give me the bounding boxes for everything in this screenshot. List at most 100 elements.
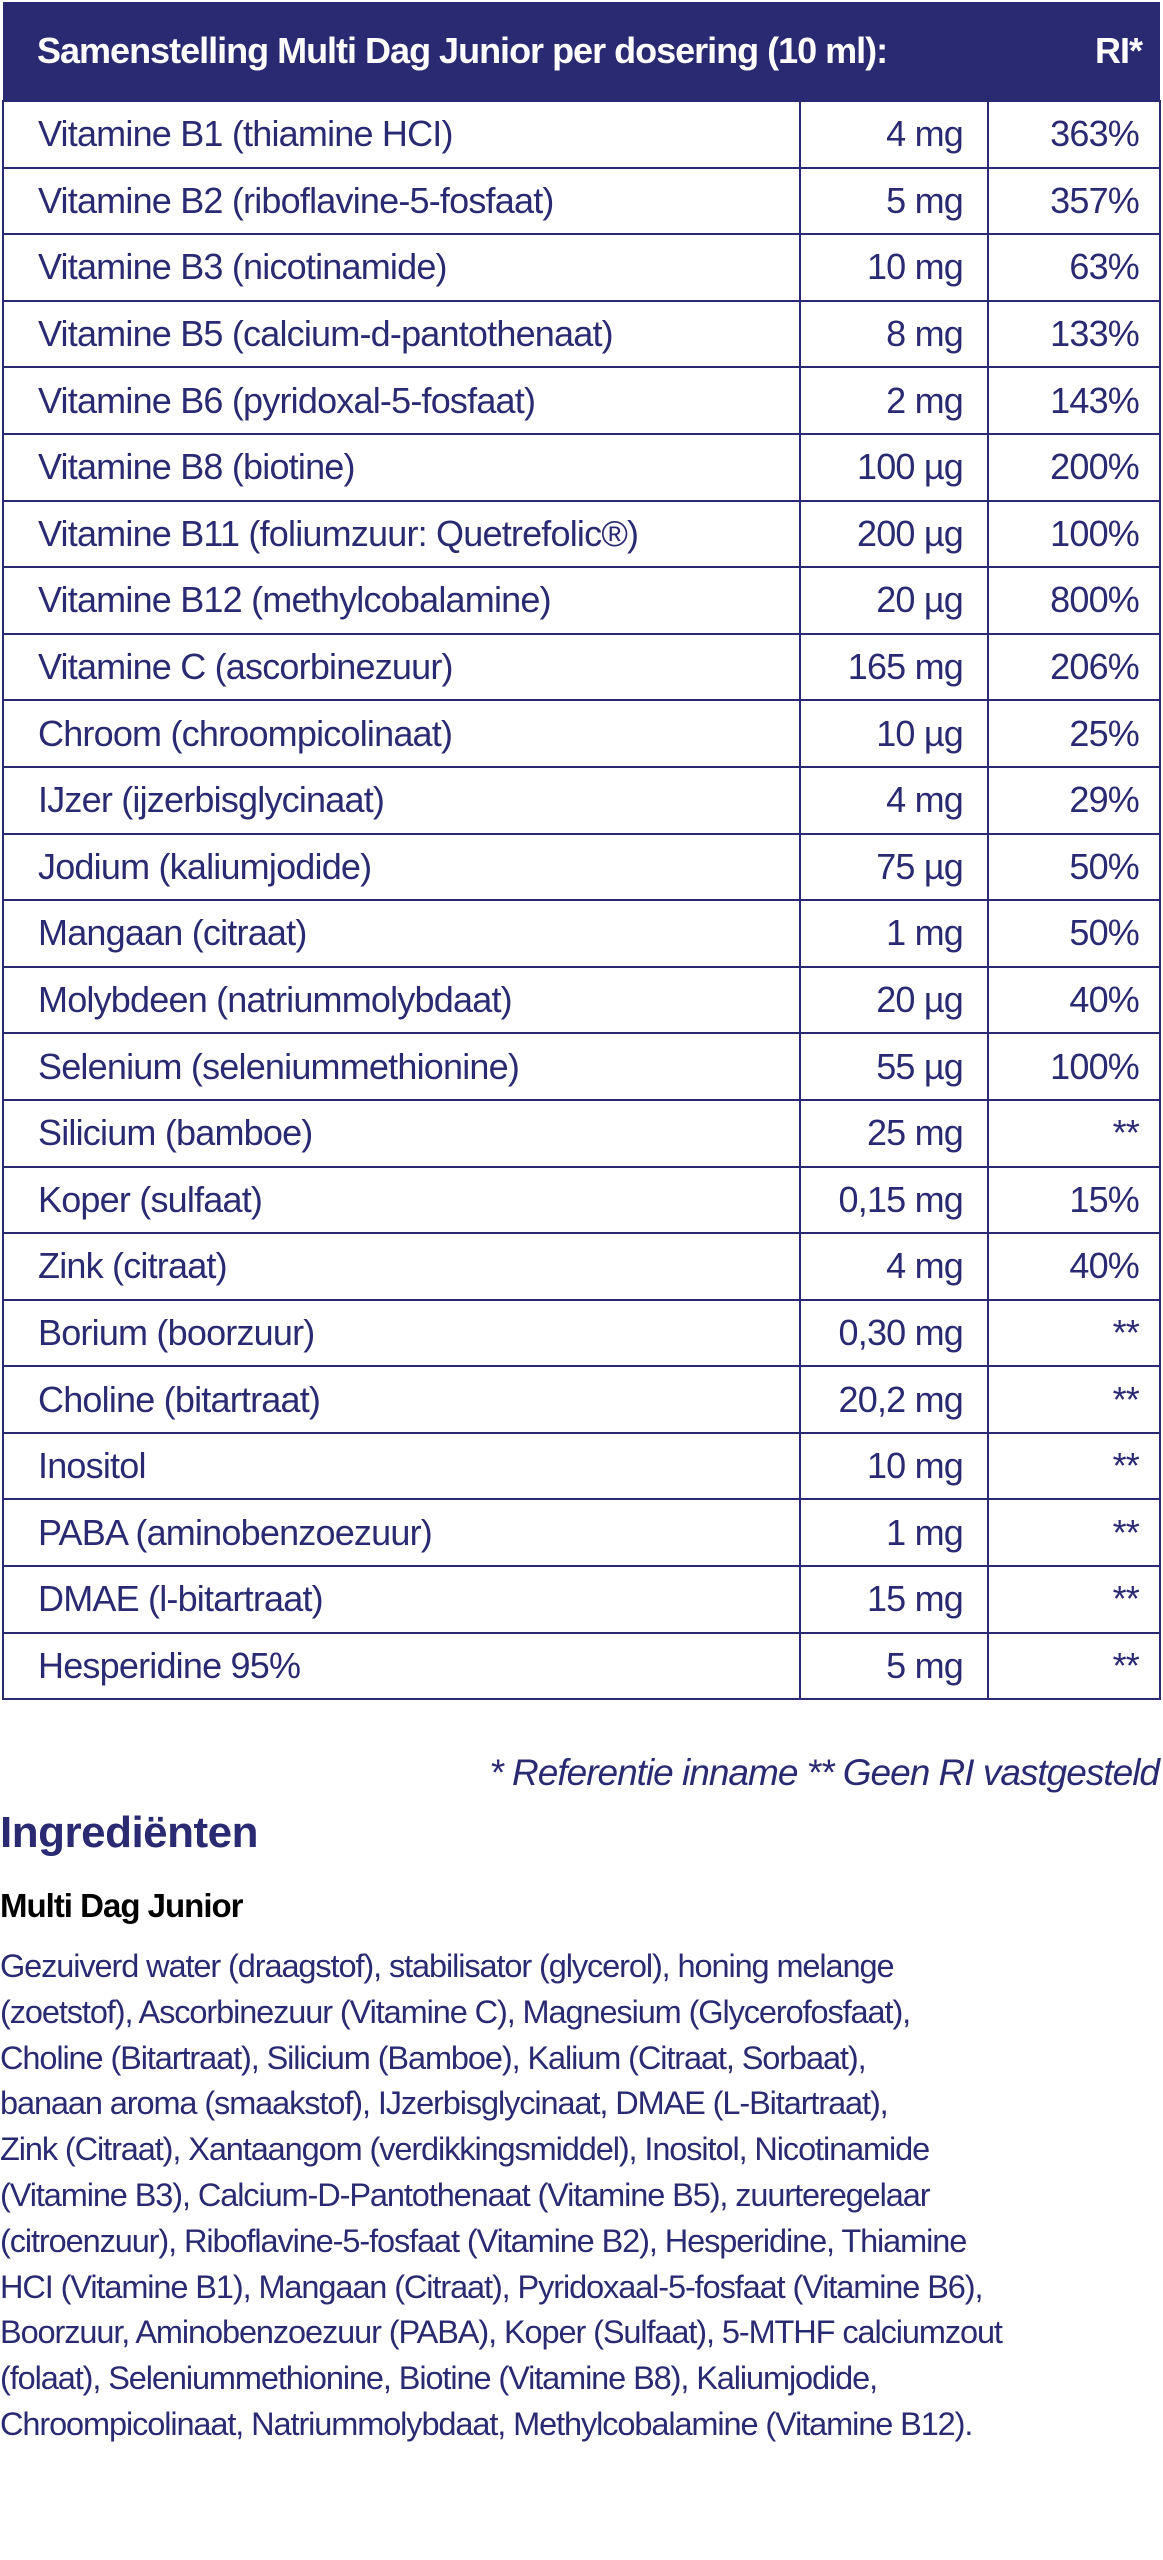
table-row: Jodium (kaliumjodide) 75 µg 50%	[2, 832, 1161, 902]
nutrient-amount: 5 mg	[799, 1631, 989, 1701]
nutrient-amount: 4 mg	[799, 765, 989, 835]
nutrient-amount: 4 mg	[799, 1232, 989, 1301]
nutrient-amount: 10 µg	[799, 699, 989, 768]
nutrient-amount: 20 µg	[799, 566, 989, 635]
table-row: Vitamine C (ascorbinezuur) 165 mg 206%	[2, 632, 1161, 702]
nutrient-name: Inositol	[2, 1431, 801, 1501]
nutrient-name: PABA (aminobenzoezuur)	[2, 1498, 801, 1568]
nutrient-name: Zink (citraat)	[2, 1232, 801, 1301]
nutrient-ri: 800%	[987, 566, 1161, 635]
nutrient-amount: 0,30 mg	[799, 1298, 989, 1368]
ingredients-line: Gezuiverd water (draagstof), stabilisato…	[0, 1948, 895, 1984]
nutrient-ri: 63%	[987, 233, 1161, 302]
nutrient-ri: **	[987, 1431, 1161, 1501]
table-row: Molybdeen (natriummolybdaat) 20 µg 40%	[2, 965, 1161, 1035]
table-row: Koper (sulfaat) 0,15 mg 15%	[2, 1165, 1161, 1235]
table-row: Zink (citraat) 4 mg 40%	[2, 1232, 1161, 1301]
nutrient-name: Borium (boorzuur)	[2, 1298, 801, 1368]
nutrient-ri: 100%	[987, 499, 1161, 569]
ingredients-line: banaan aroma (smaakstof), IJzerbisglycin…	[0, 2085, 889, 2122]
nutrient-ri: 143%	[987, 366, 1161, 435]
table-row: Vitamine B3 (nicotinamide) 10 mg 63%	[2, 233, 1161, 302]
nutrient-ri: **	[987, 1631, 1161, 1701]
ingredients-line: (zoetstof), Ascorbinezuur (Vitamine C), …	[0, 1993, 911, 2030]
footnote: * Referentie inname ** Geen RI vastgeste…	[489, 1752, 1160, 1793]
table-row: Vitamine B1 (thiamine HCI) 4 mg 363%	[2, 100, 1161, 169]
table-row: Mangaan (citraat) 1 mg 50%	[2, 899, 1161, 968]
nutrient-amount: 165 mg	[799, 632, 989, 702]
nutrient-amount: 200 µg	[799, 499, 989, 569]
nutrient-name: Mangaan (citraat)	[2, 899, 801, 968]
nutrient-name: Koper (sulfaat)	[2, 1165, 801, 1235]
nutrient-name: Vitamine B12 (methylcobalamine)	[2, 566, 801, 635]
table-row: Vitamine B2 (riboflavine-5-fosfaat) 5 mg 3…	[2, 166, 1161, 236]
ingredients-line: (folaat), Seleniummethionine, Biotine (V…	[0, 2360, 878, 2397]
nutrient-amount: 20 µg	[799, 965, 989, 1035]
nutrient-amount: 25 mg	[799, 1098, 989, 1168]
ingredients-line: Zink (Citraat), Xantaangom (verdikkingsm…	[0, 2131, 930, 2168]
ingredients-line: HCI (Vitamine B1), Mangaan (Citraat), Py…	[0, 2268, 984, 2305]
table-row: PABA (aminobenzoezuur) 1 mg **	[2, 1498, 1161, 1568]
table-row: Vitamine B6 (pyridoxal-5-fosfaat) 2 mg 143…	[2, 366, 1161, 435]
table-row: Choline (bitartraat) 20,2 mg **	[2, 1365, 1161, 1434]
nutrient-name: Selenium (seleniummethionine)	[2, 1032, 801, 1101]
nutrient-amount: 75 µg	[799, 832, 989, 902]
nutrient-ri: **	[987, 1098, 1161, 1168]
nutrient-amount: 100 µg	[799, 432, 989, 502]
table-row: Vitamine B12 (methylcobalamine) 20 µg 800%	[2, 566, 1161, 635]
nutrient-name: Vitamine B8 (biotine)	[2, 432, 801, 502]
nutrient-amount: 5 mg	[799, 166, 989, 236]
table-header: Samenstelling Multi Dag Junior per doser…	[3, 2, 1160, 101]
nutrient-ri: 40%	[987, 1232, 1161, 1301]
nutrient-name: IJzer (ijzerbisglycinaat)	[2, 765, 801, 835]
nutrient-ri: 357%	[987, 166, 1161, 236]
nutrient-amount: 1 mg	[799, 1498, 989, 1568]
ingredients-line: (citroenzuur), Riboflavine-5-fosfaat (Vi…	[0, 2222, 967, 2259]
nutrient-ri: 29%	[987, 765, 1161, 835]
nutrient-ri: 25%	[987, 699, 1161, 768]
ingredients-text: Gezuiverd water (draagstof), stabilisato…	[0, 1944, 1003, 2448]
table-title: Samenstelling Multi Dag Junior per doser…	[3, 2, 988, 101]
nutrient-ri: **	[987, 1565, 1161, 1634]
ingredients-line: Chroompicolinaat, Natriummolybdaat, Meth…	[0, 2405, 973, 2442]
nutrient-amount: 10 mg	[799, 1431, 989, 1501]
nutrient-amount: 1 mg	[799, 899, 989, 968]
nutrient-name: Chroom (chroompicolinaat)	[2, 699, 801, 768]
nutrient-ri: 40%	[987, 965, 1161, 1035]
nutrient-amount: 4 mg	[799, 100, 989, 169]
table-row: DMAE (l-bitartraat) 15 mg **	[2, 1565, 1161, 1634]
table-row: Silicium (bamboe) 25 mg **	[2, 1098, 1161, 1168]
nutrient-ri: **	[987, 1365, 1161, 1434]
nutrient-ri: 200%	[987, 432, 1161, 502]
nutrient-ri: 206%	[987, 632, 1161, 702]
table-row: Vitamine B8 (biotine) 100 µg 200%	[2, 432, 1161, 502]
nutrient-name: Hesperidine 95%	[2, 1631, 801, 1701]
table-row: Inositol 10 mg **	[2, 1431, 1161, 1501]
table-row: Chroom (chroompicolinaat) 10 µg 25%	[2, 699, 1161, 768]
nutrient-name: Vitamine B5 (calcium-d-pantothenaat)	[2, 299, 801, 369]
nutrient-name: Vitamine B3 (nicotinamide)	[2, 233, 801, 302]
nutrient-amount: 8 mg	[799, 299, 989, 369]
ingredients-heading: Ingrediënten	[0, 1808, 259, 1857]
nutrient-name: Vitamine B6 (pyridoxal-5-fosfaat)	[2, 366, 801, 435]
table-row: Hesperidine 95% 5 mg **	[2, 1631, 1161, 1701]
nutrient-ri: 133%	[987, 299, 1161, 369]
nutrient-amount: 2 mg	[799, 366, 989, 435]
nutrient-ri: 50%	[987, 899, 1161, 968]
nutrient-name: Jodium (kaliumjodide)	[2, 832, 801, 902]
table-row: IJzer (ijzerbisglycinaat) 4 mg 29%	[2, 765, 1161, 835]
nutrient-amount: 20,2 mg	[799, 1365, 989, 1434]
nutrition-table: Samenstelling Multi Dag Junior per doser…	[2, 2, 1161, 1701]
nutrient-ri: 363%	[987, 100, 1161, 169]
nutrient-name: Vitamine B1 (thiamine HCI)	[2, 100, 801, 169]
nutrient-ri: **	[987, 1298, 1161, 1368]
nutrient-name: Silicium (bamboe)	[2, 1098, 801, 1168]
nutrient-amount: 55 µg	[799, 1032, 989, 1101]
ri-header: RI*	[988, 2, 1160, 101]
nutrient-ri: 100%	[987, 1032, 1161, 1101]
ingredients-line: Boorzuur, Aminobenzoezuur (PABA), Koper …	[0, 2314, 1003, 2351]
nutrient-ri: 15%	[987, 1165, 1161, 1235]
product-name: Multi Dag Junior	[0, 1887, 243, 1924]
nutrient-amount: 10 mg	[799, 233, 989, 302]
nutrient-name: Choline (bitartraat)	[2, 1365, 801, 1434]
